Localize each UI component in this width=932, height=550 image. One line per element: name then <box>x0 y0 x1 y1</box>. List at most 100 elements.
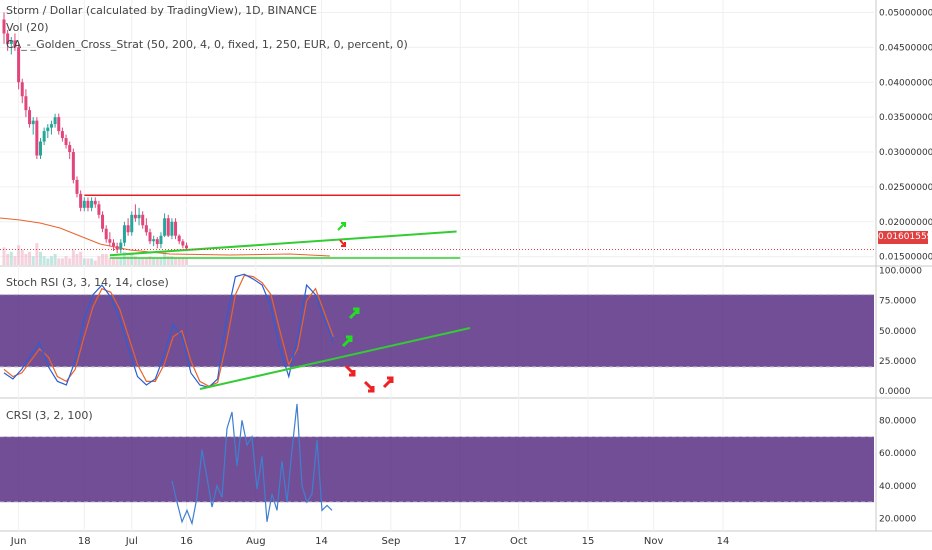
volume-bar <box>133 256 137 265</box>
candle-body <box>101 214 105 229</box>
candle-body <box>122 225 126 243</box>
volume-bar <box>112 258 115 265</box>
volume-legend: Vol (20) <box>6 21 49 34</box>
stoch-band <box>0 294 874 367</box>
volume-bar <box>53 254 57 265</box>
volume-bar <box>144 258 148 265</box>
stoch-arrow-down-icon <box>344 364 356 377</box>
current-price-badge: 0.01601559 <box>878 231 932 244</box>
volume-bar <box>28 251 32 265</box>
candle-body <box>166 218 170 236</box>
volume-bar <box>35 243 39 265</box>
volume-bar <box>130 254 134 265</box>
volume-bar <box>119 258 123 265</box>
stoch-arrow-up-icon <box>341 335 353 348</box>
main-legend: Storm / Dollar (calculated by TradingVie… <box>6 4 317 17</box>
candle-body <box>126 225 130 233</box>
candle-body <box>97 204 101 215</box>
time-axis-label: 14 <box>717 536 730 547</box>
volume-bar <box>57 258 61 265</box>
crsi-tick-label: 60.0000 <box>879 449 916 459</box>
stoch-tick-label: 100.0000 <box>879 267 922 277</box>
candle-body <box>57 117 61 132</box>
volume-bar <box>49 256 53 265</box>
volume-bar <box>104 254 108 265</box>
volume-bar <box>115 258 119 265</box>
time-axis-label: Sep <box>381 536 400 547</box>
volume-bar <box>152 258 156 265</box>
crsi-legend: CRSI (3, 2, 100) <box>6 409 93 422</box>
time-axis-label: 15 <box>582 536 595 547</box>
volume-bar <box>64 256 68 265</box>
volume-bar <box>101 254 105 265</box>
candle-body <box>141 214 145 226</box>
candle-body <box>42 131 46 142</box>
volume-bar <box>42 256 46 265</box>
volume-bar <box>97 256 101 265</box>
time-axis-label: 16 <box>180 536 193 547</box>
stoch-tick-label: 0.0000 <box>879 387 911 397</box>
volume-bar <box>46 258 50 265</box>
stoch-tick-label: 75.0000 <box>879 297 916 307</box>
candle-body <box>152 239 156 242</box>
candle-body <box>185 245 188 249</box>
candle-body <box>174 221 178 236</box>
price-tick-label: 0.02500000 <box>879 183 932 193</box>
volume-bar <box>174 258 178 265</box>
stoch-trendline <box>199 327 471 390</box>
volume-bar <box>148 256 152 265</box>
volume-bar <box>24 254 28 265</box>
candle-body <box>163 218 167 236</box>
ascending-trendline <box>109 230 457 257</box>
volume-bar <box>170 256 174 265</box>
candle-body <box>170 221 174 236</box>
price-tick-label: 0.05000000 <box>879 9 932 19</box>
candle-body <box>13 40 17 48</box>
volume-bar <box>6 254 10 265</box>
candle-body <box>64 138 68 146</box>
price-tick-label: 0.04500000 <box>879 43 932 53</box>
candle-body <box>181 241 185 246</box>
volume-bar <box>86 258 90 265</box>
candle-body <box>133 214 137 219</box>
time-axis-label: Oct <box>510 536 527 547</box>
volume-bar <box>137 258 141 265</box>
price-tick-label: 0.03000000 <box>879 148 932 158</box>
time-axis-label: 14 <box>315 536 328 547</box>
time-axis-label: 17 <box>454 536 467 547</box>
candle-body <box>79 193 83 208</box>
time-axis-label: Nov <box>644 536 664 547</box>
volume-bar <box>93 260 97 265</box>
candle-body <box>108 239 112 243</box>
candle-body <box>39 141 42 156</box>
crsi-tick-label: 80.0000 <box>879 416 916 426</box>
arrow-down-icon <box>339 239 346 247</box>
candle-body <box>148 232 152 242</box>
stoch-arrow-up-red-icon <box>382 376 394 389</box>
candle-body <box>28 110 32 125</box>
crsi-tick-label: 40.0000 <box>879 482 916 492</box>
stoch-tick-label: 25.0000 <box>879 357 916 367</box>
stoch-arrow-up-icon <box>348 307 360 320</box>
volume-bar <box>82 258 86 265</box>
candle-body <box>2 19 6 34</box>
volume-bar <box>181 258 185 265</box>
crsi-line <box>171 403 333 526</box>
candle-body <box>68 145 72 153</box>
candle-body <box>93 200 97 205</box>
time-axis-label: 18 <box>78 536 91 547</box>
candle-body <box>24 96 28 111</box>
stoch-arrow-down-icon <box>363 380 375 393</box>
candle-body <box>112 242 115 247</box>
volume-bar <box>126 256 130 265</box>
arrow-up-icon <box>337 222 346 231</box>
candle-body <box>119 242 123 250</box>
volume-bar <box>68 258 72 265</box>
volume-bar <box>31 256 35 265</box>
volume-bar <box>159 258 163 265</box>
stoch-k-line <box>3 273 334 389</box>
crsi-band <box>0 436 874 503</box>
time-axis-label: Jun <box>10 536 27 547</box>
volume-bar <box>13 256 17 265</box>
